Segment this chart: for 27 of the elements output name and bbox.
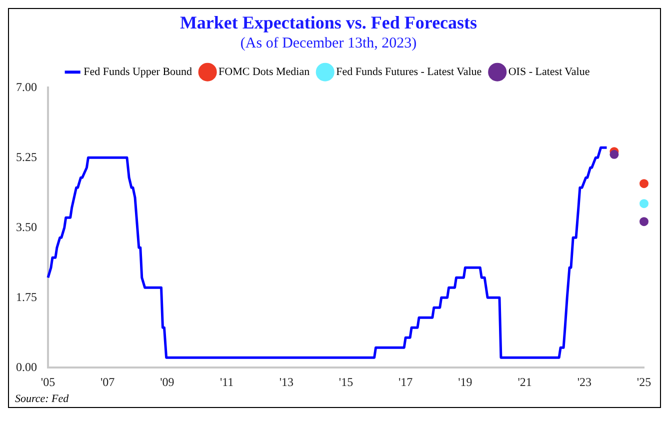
source-note: Source: Fed — [14, 393, 70, 407]
point — [610, 150, 619, 159]
chart-subtitle: (As of December 13th, 2023) — [240, 36, 417, 52]
x-tick-label: '19 — [458, 374, 472, 389]
x-tick-label: '25 — [636, 374, 652, 389]
legend-label: Fed Funds Futures - Latest Value — [336, 66, 482, 78]
y-tick-label: 7.00 — [16, 80, 37, 94]
y-tick-label: 3.50 — [16, 220, 37, 234]
x-tick-label: '09 — [160, 374, 174, 389]
x-tick-label: '23 — [577, 374, 592, 389]
y-tick-label: 0.00 — [16, 360, 37, 374]
point — [640, 217, 648, 226]
y-tick-label: 5.25 — [16, 150, 37, 164]
x-tick-label: '05 — [40, 374, 56, 389]
x-tick-label: '21 — [518, 374, 532, 389]
x-tick-label: '13 — [279, 374, 294, 389]
x-tick-label: '07 — [100, 374, 115, 389]
x-tick-label: '15 — [338, 374, 354, 389]
x-tick-label: '17 — [398, 374, 413, 389]
y-tick-label: 1.75 — [16, 290, 37, 304]
point — [640, 179, 648, 188]
chart-title: Market Expectations vs. Fed Forecasts — [180, 12, 478, 32]
legend-label: FOMC Dots Median — [218, 66, 310, 78]
legend-label: Fed Funds Upper Bound — [84, 66, 193, 78]
x-tick-label: '11 — [220, 374, 234, 389]
point — [640, 199, 648, 208]
legend-label: OIS - Latest Value — [508, 66, 590, 78]
